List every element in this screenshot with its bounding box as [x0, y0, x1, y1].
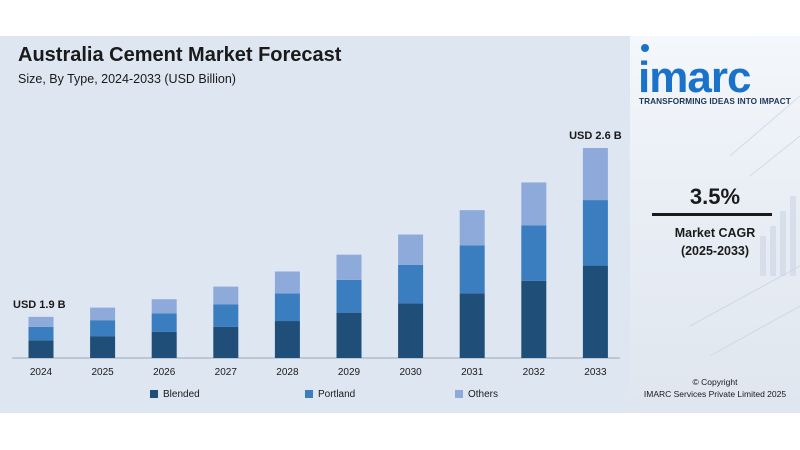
copyright: © Copyright IMARC Services Private Limit…: [630, 376, 800, 400]
cagr-label: Market CAGR (2025-2033): [630, 224, 800, 260]
bar-portland-2026: [151, 313, 177, 332]
x-tick-label-2031: 2031: [461, 367, 484, 378]
bar-portland-2032: [521, 225, 547, 281]
bar-others-2025: [90, 307, 116, 321]
x-tick-label-2032: 2032: [523, 367, 546, 378]
bar-others-2028: [274, 271, 300, 294]
logo-dot: [641, 44, 649, 52]
bar-blended-2031: [459, 293, 485, 358]
bar-blended-2030: [398, 303, 424, 358]
bar-portland-2028: [274, 293, 300, 322]
legend-swatch-portland: [305, 390, 313, 398]
bar-others-2032: [521, 182, 547, 226]
annotation-first: USD 1.9 B: [13, 299, 66, 311]
cagr-label-line2: (2025-2033): [680, 244, 750, 258]
x-tick-label-2025: 2025: [91, 367, 114, 378]
background-decoration: [689, 95, 800, 357]
bar-portland-2027: [213, 304, 239, 327]
bar-others-2024: [28, 316, 54, 327]
legend-item-others: Others: [455, 389, 498, 400]
legend-label-others: Others: [468, 389, 499, 400]
imarc-logo: imarc: [638, 53, 751, 102]
chart-subtitle: Size, By Type, 2024-2033 (USD Billion): [18, 72, 236, 86]
legend-swatch-others: [455, 390, 463, 398]
bar-blended-2026: [151, 331, 177, 358]
bar-portland-2025: [90, 320, 116, 337]
copyright-line2: IMARC Services Private Limited 2025: [643, 389, 787, 399]
copyright-line1: © Copyright: [692, 377, 738, 387]
x-tick-label-2026: 2026: [153, 367, 176, 378]
x-tick-label-2030: 2030: [399, 367, 422, 378]
bar-portland-2030: [398, 264, 424, 304]
legend-swatch-blended: [150, 390, 158, 398]
x-tick-label-2029: 2029: [338, 367, 361, 378]
bar-portland-2033: [582, 200, 608, 266]
cagr-value: 3.5%: [689, 184, 741, 209]
cagr-divider: [652, 213, 772, 216]
infographic-card: Australia Cement Market Forecast Size, B…: [0, 36, 800, 413]
bar-others-2026: [151, 299, 177, 314]
bar-others-2030: [398, 234, 424, 265]
brand-panel: imarc TRANSFORMING IDEAS INTO IMPACT 3.5…: [630, 36, 800, 413]
chart-panel: Australia Cement Market Forecast Size, B…: [0, 36, 630, 413]
bar-others-2027: [213, 286, 239, 305]
legend-item-portland: Portland: [305, 389, 355, 400]
bar-blended-2025: [90, 336, 116, 358]
bar-blended-2032: [521, 280, 547, 358]
legend-label-blended: Blended: [163, 389, 200, 400]
legend-label-portland: Portland: [318, 389, 356, 400]
bar-others-2033: [582, 148, 608, 201]
bar-blended-2033: [582, 265, 608, 358]
annotation-last: USD 2.6 B: [569, 130, 622, 142]
bar-portland-2031: [459, 245, 485, 294]
x-tick-label-2024: 2024: [30, 367, 53, 378]
bar-blended-2024: [28, 340, 54, 358]
x-tick-label-2027: 2027: [215, 367, 238, 378]
bar-blended-2028: [274, 321, 300, 358]
bar-portland-2024: [28, 326, 54, 341]
x-tick-label-2028: 2028: [276, 367, 299, 378]
chart-title: Australia Cement Market Forecast: [18, 44, 342, 66]
bar-others-2029: [336, 254, 362, 280]
logo-tagline: TRANSFORMING IDEAS INTO IMPACT: [639, 97, 791, 106]
bar-portland-2029: [336, 279, 362, 313]
bar-others-2031: [459, 210, 485, 246]
cagr-label-line1: Market CAGR: [674, 226, 756, 240]
x-tick-label-2033: 2033: [584, 367, 607, 378]
bar-blended-2027: [213, 326, 239, 358]
legend-item-blended: Blended: [150, 389, 200, 400]
chart-svg: 2024 2025 2026 2027 2028 2029 2030 2031 2032 2033…: [12, 130, 622, 378]
bar-blended-2029: [336, 312, 362, 358]
